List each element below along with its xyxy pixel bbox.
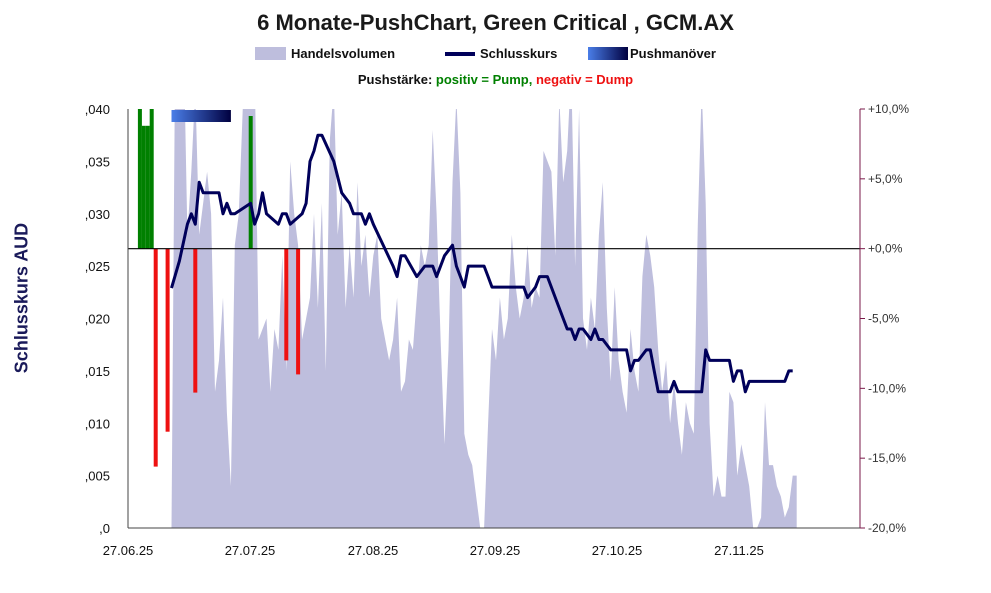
volume-area (171, 109, 797, 528)
push-bar (137, 109, 142, 249)
push-bar (284, 248, 289, 361)
y-tick-left: ,020 (85, 312, 110, 327)
y-tick-left: ,035 (85, 154, 110, 169)
x-tick: 27.08.25 (348, 543, 399, 558)
y-tick-left: ,010 (85, 416, 110, 431)
y-tick-left: ,015 (85, 364, 110, 379)
legend-swatch-close (445, 51, 475, 56)
push-note-prefix: Pushstärke: (357, 72, 433, 87)
legend-label-push: Pushmanöver (630, 46, 716, 61)
legend-label-volume: Handelsvolumen (291, 46, 396, 61)
legend-item-close: Schlusskurs (445, 46, 557, 61)
push-bar (296, 248, 301, 375)
x-tick: 27.06.25 (103, 543, 154, 558)
y-tick-right: +10,0% (868, 102, 909, 116)
y-tick-left: ,030 (85, 207, 110, 222)
y-tick-right: -10,0% (868, 381, 906, 395)
x-tick: 27.10.25 (592, 543, 643, 558)
pushmanoever-bar (171, 110, 231, 122)
y-tick-left: ,005 (85, 469, 110, 484)
push-bar (149, 109, 154, 249)
legend-swatch-volume (255, 47, 286, 60)
y-tick-left: ,025 (85, 259, 110, 274)
legend-item-volume: Handelsvolumen (255, 46, 395, 61)
y-tick-right: -5,0% (868, 312, 900, 326)
close-line (170, 133, 793, 394)
push-bar (145, 125, 150, 249)
chart-title: 6 Monate-PushChart, Green Critical , GCM… (257, 10, 734, 35)
push-strength-note: Pushstärke: positiv = Pump, negativ = Du… (0, 72, 991, 87)
x-tick: 27.11.25 (714, 543, 764, 558)
legend: Handelsvolumen Schlusskurs Pushmanöver (0, 46, 991, 66)
push-note-negative: negativ = Dump (535, 72, 634, 87)
push-bar (193, 248, 198, 393)
y-tick-right: +0,0% (868, 242, 903, 256)
y-tick-right: -15,0% (868, 451, 906, 465)
push-bar (165, 248, 170, 432)
push-bar (141, 125, 146, 249)
x-tick: 27.09.25 (470, 543, 521, 558)
push-note-positive: positiv = Pump, (435, 72, 533, 87)
push-bar (248, 116, 253, 249)
legend-item-push: Pushmanöver (588, 46, 716, 61)
x-tick: 27.07.25 (225, 543, 276, 558)
push-bar (153, 248, 158, 467)
y-tick-right: +5,0% (868, 172, 903, 186)
y-tick-right: -20,0% (868, 521, 906, 535)
legend-label-close: Schlusskurs (480, 46, 558, 61)
y-tick-left: ,0 (99, 521, 110, 536)
y-tick-left: ,040 (85, 102, 110, 117)
legend-swatch-push (588, 47, 628, 60)
